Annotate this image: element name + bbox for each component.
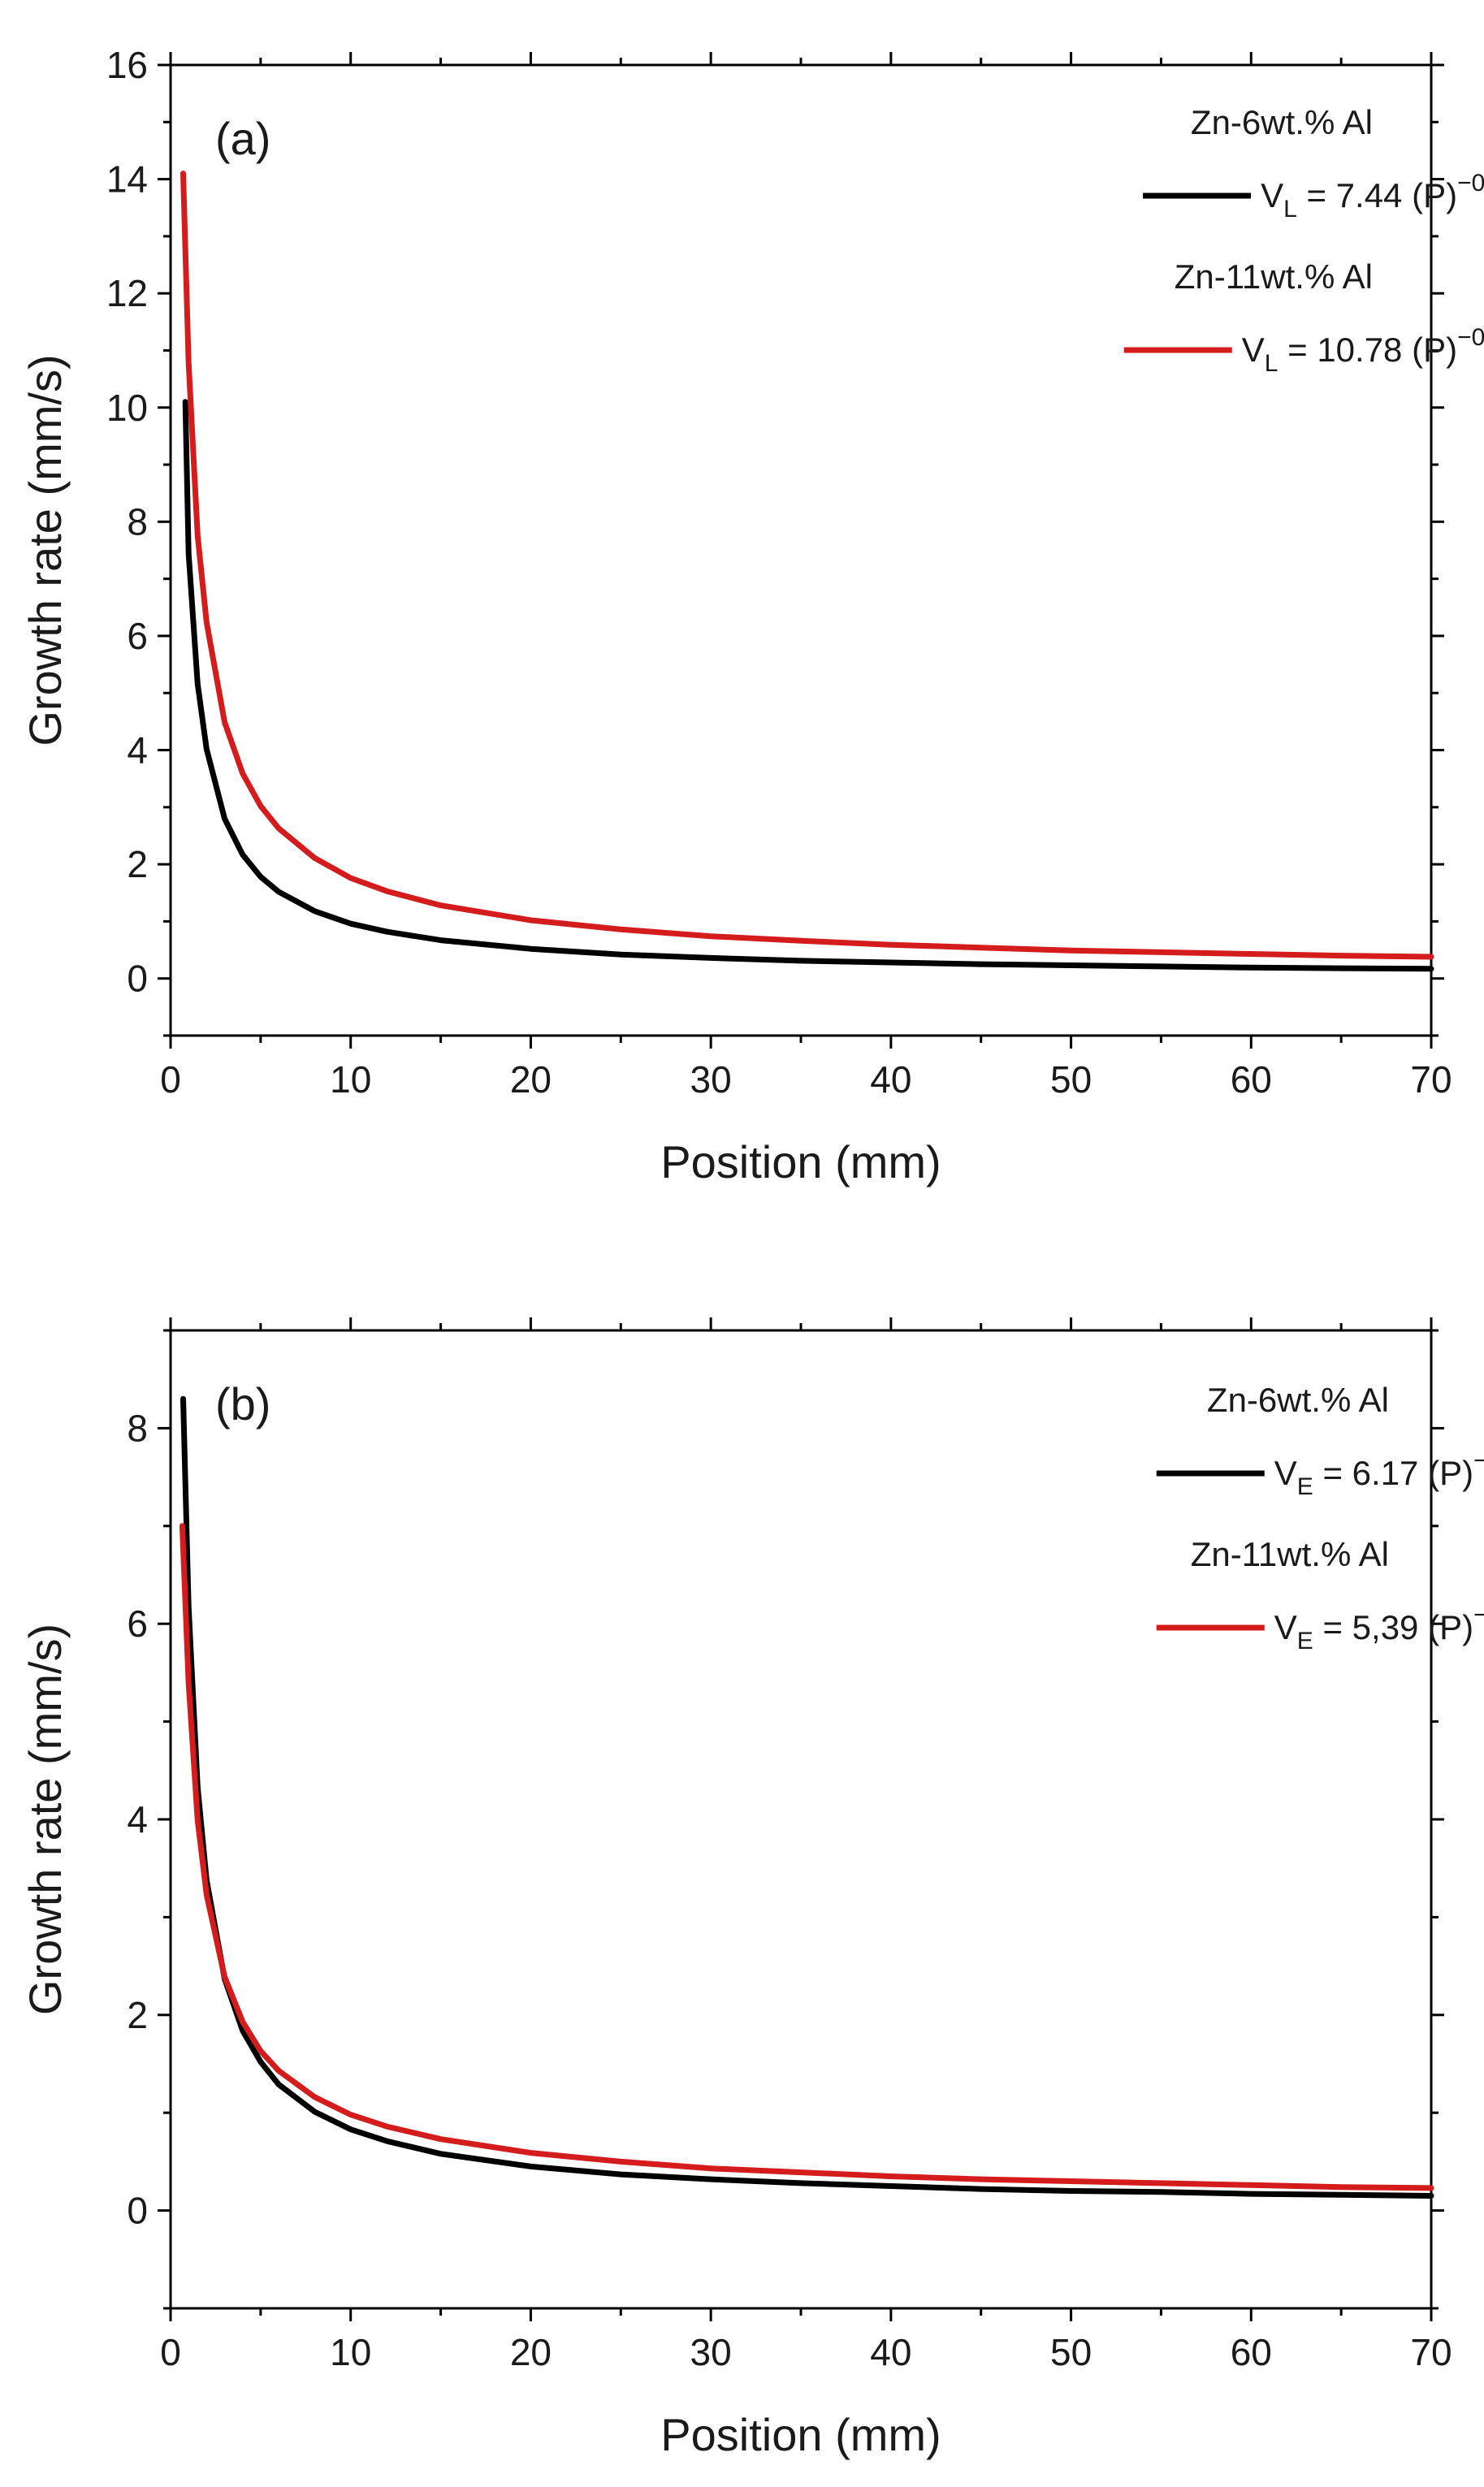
y-tick-label: 2 bbox=[127, 843, 148, 885]
legend-fit-sub: L bbox=[1283, 196, 1297, 223]
legend-fit-var: V bbox=[1261, 176, 1283, 214]
y-tick-label: 0 bbox=[127, 958, 148, 1000]
legend-series-name: Zn-6wt.% Al bbox=[1191, 103, 1373, 141]
chart-panel-b: 0 10 20 30 40 50 60 70 0 2 4 6 8 Position (mm) Growth … bbox=[19, 1317, 1484, 2460]
legend-fit-coef: 10.78 bbox=[1317, 331, 1402, 369]
series-line-zn-6wt-al bbox=[182, 399, 1434, 972]
y-tick-label: 16 bbox=[106, 44, 148, 86]
x-tick-label: 0 bbox=[160, 2331, 181, 2373]
legend-fit-equation: VL = 10.78 (P)−0.79 bbox=[1242, 324, 1484, 377]
y-axis-title: Growth rate (mm/s) bbox=[19, 354, 71, 746]
y-tick-label: 10 bbox=[106, 387, 148, 429]
x-axis-title: Position (mm) bbox=[660, 1136, 941, 1187]
y-tick-label: 6 bbox=[127, 615, 148, 657]
series-line-zn-11wt-al bbox=[180, 171, 1434, 960]
plot-frame bbox=[169, 63, 1433, 1037]
legend-equation-text: (P) bbox=[1402, 331, 1457, 369]
x-tick-label: 50 bbox=[1050, 2331, 1092, 2373]
panel-label: (b) bbox=[215, 1378, 270, 1429]
series-line-zn-6wt-al bbox=[180, 1395, 1434, 2199]
y-tick-label: 8 bbox=[127, 1407, 148, 1449]
x-tick-label: 30 bbox=[690, 1058, 732, 1101]
legend-fit-coef: 5,39 bbox=[1352, 1608, 1419, 1646]
legend-fit-equation: VE = 5,39 (P)−0.74 bbox=[1274, 1602, 1484, 1654]
legend-fit-exp: −0.87 bbox=[1473, 1447, 1484, 1474]
legend-fit-equation: VL = 7.44 (P)−0.89 bbox=[1261, 170, 1484, 223]
y-tick-label: 4 bbox=[127, 1798, 148, 1840]
x-tick-label: 10 bbox=[330, 1058, 371, 1101]
legend-equation-text: (P) bbox=[1418, 1454, 1473, 1492]
legend-fit-var: V bbox=[1242, 331, 1265, 369]
legend-series-name: Zn-11wt.% Al bbox=[1191, 1535, 1389, 1573]
legend-fit-coef: 6.17 bbox=[1352, 1454, 1419, 1492]
legend-equation-text: (P) bbox=[1402, 176, 1457, 214]
legend-equation-text: = bbox=[1278, 331, 1317, 369]
legend-fit-equation: VE = 6.17 (P)−0.87 bbox=[1274, 1447, 1484, 1500]
x-tick-label: 70 bbox=[1410, 1058, 1452, 1101]
legend-fit-exp: −0.74 bbox=[1473, 1602, 1484, 1628]
legend-fit-coef: 7.44 bbox=[1336, 176, 1403, 214]
legend-equation-text: = bbox=[1313, 1608, 1352, 1646]
legend-fit-sub: E bbox=[1297, 1473, 1313, 1500]
legend-fit-sub: L bbox=[1265, 350, 1278, 377]
x-tick-label: 40 bbox=[870, 1058, 911, 1101]
chart-panel-a: 0 10 20 30 40 50 60 70 0 2 4 6 8 10 12 14 16 Position (mm… bbox=[19, 44, 1484, 1187]
x-axis-title: Position (mm) bbox=[660, 2409, 941, 2460]
legend-series-name: Zn-11wt.% Al bbox=[1175, 257, 1373, 296]
x-tick-label: 10 bbox=[330, 2331, 371, 2373]
x-tick-label: 60 bbox=[1231, 1058, 1272, 1101]
x-tick-label: 40 bbox=[870, 2331, 911, 2373]
x-tick-label: 50 bbox=[1050, 1058, 1092, 1101]
y-tick-label: 8 bbox=[127, 500, 148, 543]
legend-fit-exp: −0.79 bbox=[1457, 324, 1484, 351]
panel-label: (a) bbox=[215, 113, 270, 164]
plot-frame bbox=[169, 1329, 1433, 2310]
y-axis-title: Growth rate (mm/s) bbox=[19, 1624, 71, 2015]
series-line-zn-11wt-al bbox=[179, 1523, 1434, 2191]
x-tick-label: 0 bbox=[160, 1058, 181, 1101]
y-tick-label: 4 bbox=[127, 729, 148, 772]
legend-fit-exp: −0.89 bbox=[1457, 170, 1484, 197]
y-tick-label: 2 bbox=[127, 1994, 148, 2036]
y-tick-label: 0 bbox=[127, 2190, 148, 2232]
y-tick-label: 6 bbox=[127, 1602, 148, 1645]
legend-fit-sub: E bbox=[1297, 1628, 1313, 1654]
y-tick-label: 14 bbox=[106, 158, 148, 201]
x-tick-label: 20 bbox=[510, 2331, 552, 2373]
legend-equation-text: = bbox=[1313, 1454, 1352, 1492]
legend-fit-var: V bbox=[1274, 1454, 1297, 1492]
legend-fit-var: V bbox=[1274, 1608, 1297, 1646]
x-tick-label: 30 bbox=[690, 2331, 732, 2373]
legend-equation-text: (P) bbox=[1418, 1608, 1473, 1646]
y-tick-label: 12 bbox=[106, 272, 148, 314]
x-tick-label: 60 bbox=[1231, 2331, 1272, 2373]
x-tick-label: 70 bbox=[1410, 2331, 1452, 2373]
legend-equation-text: = bbox=[1297, 176, 1336, 214]
legend-series-name: Zn-6wt.% Al bbox=[1207, 1381, 1389, 1419]
x-tick-label: 20 bbox=[510, 1058, 552, 1101]
